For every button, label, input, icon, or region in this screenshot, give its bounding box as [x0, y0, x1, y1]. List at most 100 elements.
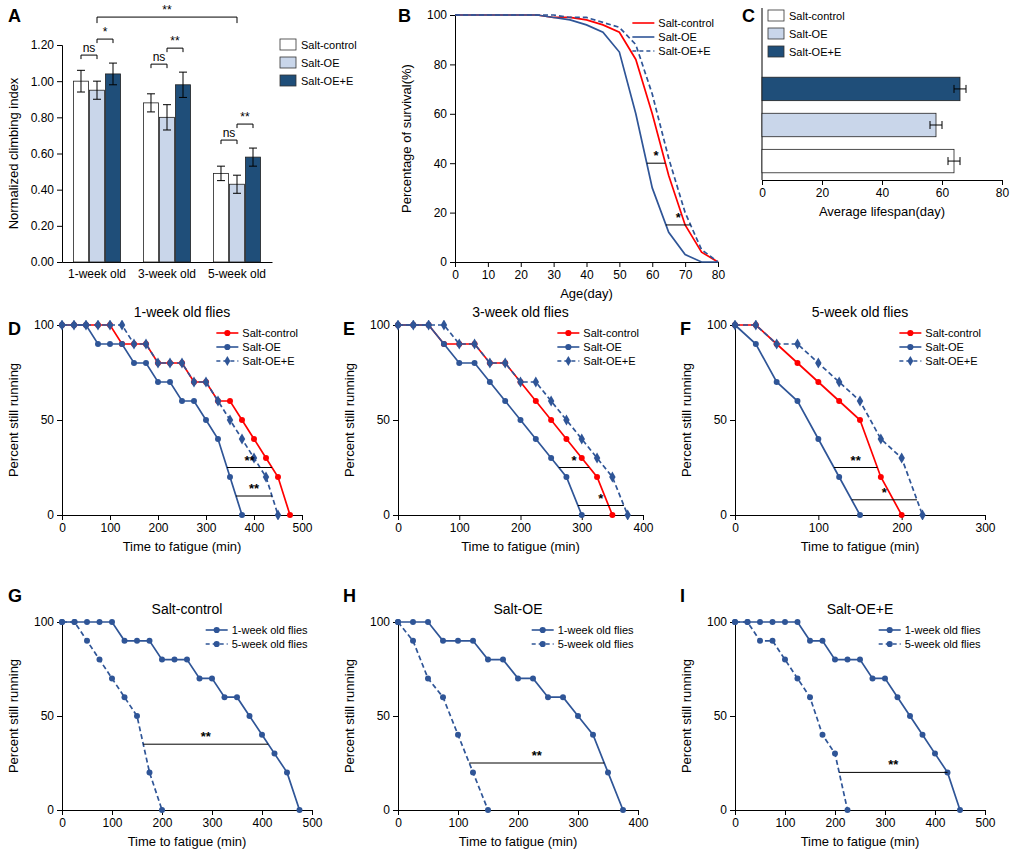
x-axis: 0100200300400: [395, 515, 654, 535]
tick-label: 20: [515, 268, 529, 282]
y-axis-title: Percent still running: [6, 659, 21, 773]
legend-item: 5-week old flies: [879, 638, 981, 650]
legend-marker: [907, 344, 913, 350]
marker: [815, 436, 821, 442]
marker: [857, 512, 863, 518]
significance-bracket: [221, 140, 237, 144]
x-axis: 0100200300400500: [59, 515, 313, 535]
tick: 200: [511, 515, 531, 535]
tick-mark: [57, 810, 62, 811]
marker: [820, 732, 826, 738]
series-line: [735, 622, 960, 810]
tick-label: 40: [876, 186, 890, 200]
tick-label: 100: [809, 521, 829, 535]
tick: 100: [370, 318, 398, 332]
tick-label: 60: [646, 268, 660, 282]
legend: Salt-controlSalt-OESalt-OE+E: [280, 39, 357, 87]
tick: 100: [809, 515, 829, 535]
panel-label: I: [680, 586, 685, 606]
marker: [845, 657, 851, 663]
series-line: [455, 15, 718, 262]
marker: [134, 638, 140, 644]
legend-label: 1-week old flies: [905, 624, 981, 636]
tick-mark: [518, 810, 519, 815]
title: 1-week old flies: [134, 304, 231, 320]
marker: [441, 320, 447, 331]
tick-mark: [935, 810, 936, 815]
marker: [297, 807, 303, 813]
marker: [272, 751, 278, 757]
marker: [203, 417, 209, 423]
tick-label: 50: [377, 413, 391, 427]
legend-marker: [565, 356, 571, 366]
marker: [395, 619, 401, 625]
error-bar: [179, 72, 187, 97]
significance-label: *: [598, 491, 604, 506]
marker: [455, 638, 461, 644]
marker: [259, 732, 265, 738]
legend-label: Salt-OE+E: [301, 75, 353, 87]
marker: [500, 657, 506, 663]
marker: [159, 657, 165, 663]
marker: [579, 433, 585, 444]
error-bar: [948, 157, 960, 165]
tick: 100: [448, 810, 468, 830]
x-axis: 0100200300400500: [59, 810, 323, 830]
marker: [284, 769, 290, 775]
marker: [487, 379, 493, 385]
tick-label: 100: [707, 615, 727, 629]
tick: 20: [515, 262, 529, 282]
legend-label: 1-week old flies: [558, 624, 634, 636]
marker: [287, 512, 293, 518]
tick-mark: [57, 154, 62, 155]
legend-swatch: [280, 39, 296, 50]
legend-label: 5-week old flies: [558, 638, 634, 650]
marker: [251, 436, 257, 442]
y-axis-title: Percent still running: [679, 659, 694, 773]
tick-label: 40: [434, 157, 448, 171]
tick-mark: [1002, 180, 1003, 185]
series-line: [735, 325, 860, 515]
tick: 1-week old: [68, 262, 126, 281]
tick: 400: [633, 515, 653, 535]
tick-label: 0: [732, 521, 739, 535]
y-axis: 050100: [707, 318, 736, 522]
legend: Salt-controlSalt-OESalt-OE+E: [216, 327, 298, 367]
significance-label: *: [572, 453, 578, 468]
marker: [456, 338, 462, 349]
tick-label: 200: [511, 521, 531, 535]
tick-label: 0: [383, 803, 390, 817]
significance-bracket: [97, 17, 237, 23]
significance-label: **: [162, 3, 172, 17]
significance-label: *: [654, 148, 660, 163]
tick-mark: [643, 515, 644, 520]
tick-label: 80: [996, 186, 1010, 200]
panel-label: A: [8, 6, 21, 26]
tick-label: 50: [41, 709, 55, 723]
marker: [172, 657, 178, 663]
series-line: [62, 622, 162, 810]
y-axis: 050100: [370, 615, 399, 817]
legend-label: Salt-OE: [242, 341, 281, 353]
marker: [548, 417, 554, 423]
significance-label: *: [676, 210, 682, 225]
marker: [59, 619, 65, 625]
tick-label: 0: [395, 816, 402, 830]
marker: [620, 807, 626, 813]
tick-mark: [685, 262, 686, 267]
tick: 0: [59, 810, 66, 830]
marker: [795, 619, 801, 625]
y-axis-title: Normalized climbing index: [6, 77, 21, 229]
tick-label: 0: [440, 255, 447, 269]
tick-mark: [521, 515, 522, 520]
tick-label: 0: [59, 816, 66, 830]
marker: [878, 433, 884, 444]
x-axis-title: Time to fatigue (min): [123, 539, 242, 554]
axis-line: [57, 623, 63, 811]
marker: [95, 341, 101, 347]
marker: [815, 357, 821, 368]
tick: 0.80: [31, 111, 62, 125]
marker: [773, 338, 779, 349]
title: Salt-control: [152, 601, 223, 617]
marker: [757, 638, 763, 644]
